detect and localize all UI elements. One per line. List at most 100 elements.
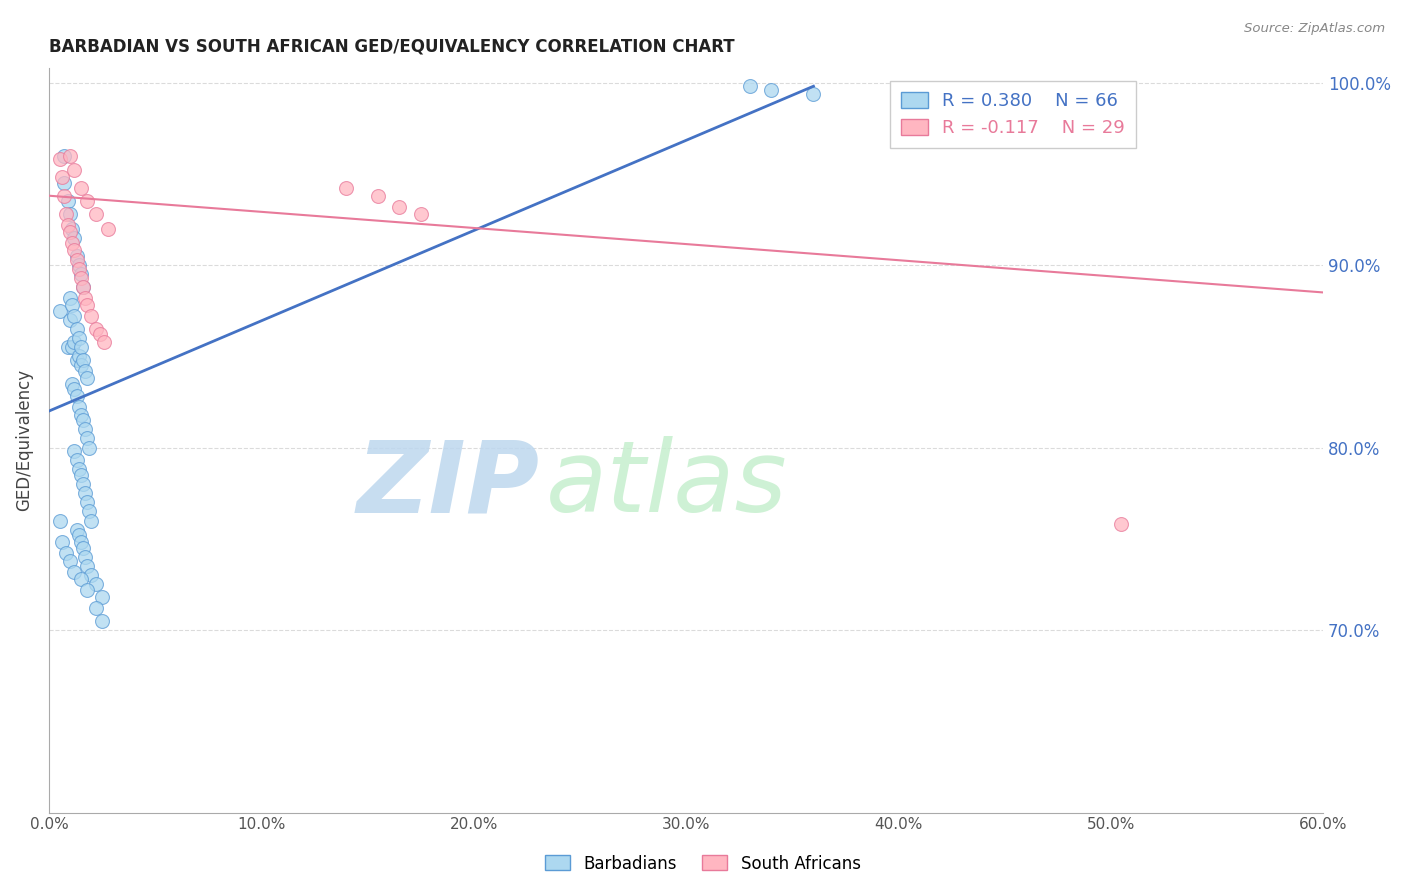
Point [51, 170, 73, 185]
Point [56, 194, 79, 209]
Point [67, 528, 90, 542]
Point [69, 181, 91, 195]
Point [59, 554, 82, 568]
Point [65, 453, 87, 467]
Point [65, 322, 87, 336]
Point [60, 340, 83, 354]
Point [69, 467, 91, 482]
Text: Source: ZipAtlas.com: Source: ZipAtlas.com [1244, 22, 1385, 36]
Legend: Barbadians, South Africans: Barbadians, South Africans [538, 848, 868, 880]
Point [75, 422, 97, 436]
Point [75, 549, 97, 564]
Point [89, 327, 111, 342]
Point [69, 340, 91, 354]
Point [76, 582, 98, 597]
Point [63, 565, 86, 579]
Point [91, 591, 114, 605]
Point [79, 441, 101, 455]
Point [367, 188, 389, 202]
Legend: R = 0.380    N = 66, R = -0.117    N = 29: R = 0.380 N = 66, R = -0.117 N = 29 [890, 80, 1136, 148]
Point [67, 349, 90, 363]
Point [59, 225, 82, 239]
Point [84, 322, 107, 336]
Point [67, 462, 90, 476]
Point [93, 334, 115, 349]
Point [63, 444, 86, 458]
Point [75, 364, 97, 378]
Point [72, 541, 94, 555]
Point [63, 230, 86, 244]
Point [84, 601, 107, 615]
Point [65, 249, 87, 263]
Point [67, 401, 90, 415]
Point [55, 207, 77, 221]
Point [91, 614, 114, 628]
Point [69, 572, 91, 586]
Point [69, 535, 91, 549]
Point [80, 514, 103, 528]
Point [335, 181, 357, 195]
Point [97, 221, 120, 235]
Point [48, 152, 70, 166]
Text: atlas: atlas [546, 436, 787, 533]
Point [65, 389, 87, 403]
Point [59, 148, 82, 162]
Y-axis label: GED/Equivalency: GED/Equivalency [15, 369, 32, 511]
Point [60, 221, 83, 235]
Point [80, 568, 103, 582]
Point [72, 280, 94, 294]
Point [52, 176, 75, 190]
Text: BARBADIAN VS SOUTH AFRICAN GED/EQUIVALENCY CORRELATION CHART: BARBADIAN VS SOUTH AFRICAN GED/EQUIVALEN… [49, 37, 734, 55]
Point [63, 163, 86, 178]
Point [76, 298, 98, 312]
Point [59, 313, 82, 327]
Point [76, 194, 98, 209]
Point [803, 87, 825, 101]
Point [409, 207, 432, 221]
Point [67, 331, 90, 345]
Point [72, 280, 94, 294]
Point [75, 291, 97, 305]
Point [63, 244, 86, 258]
Text: ZIP: ZIP [357, 436, 540, 533]
Point [84, 207, 107, 221]
Point [59, 207, 82, 221]
Point [76, 432, 98, 446]
Point [72, 353, 94, 368]
Point [52, 148, 75, 162]
Point [56, 218, 79, 232]
Point [48, 514, 70, 528]
Point [69, 270, 91, 285]
Point [388, 200, 411, 214]
Point [69, 408, 91, 422]
Point [76, 495, 98, 509]
Point [72, 477, 94, 491]
Point [76, 371, 98, 385]
Point [65, 252, 87, 267]
Point [48, 303, 70, 318]
Point [60, 236, 83, 251]
Point [51, 535, 73, 549]
Point [63, 309, 86, 323]
Point [738, 79, 761, 94]
Point [76, 559, 98, 574]
Point [1111, 517, 1133, 532]
Point [59, 291, 82, 305]
Point [79, 504, 101, 518]
Point [65, 523, 87, 537]
Point [84, 577, 107, 591]
Point [63, 334, 86, 349]
Point [65, 353, 87, 368]
Point [60, 376, 83, 391]
Point [60, 298, 83, 312]
Point [75, 486, 97, 500]
Point [69, 267, 91, 281]
Point [55, 546, 77, 560]
Point [52, 188, 75, 202]
Point [72, 413, 94, 427]
Point [759, 83, 782, 97]
Point [67, 258, 90, 272]
Point [56, 340, 79, 354]
Point [63, 382, 86, 396]
Point [80, 309, 103, 323]
